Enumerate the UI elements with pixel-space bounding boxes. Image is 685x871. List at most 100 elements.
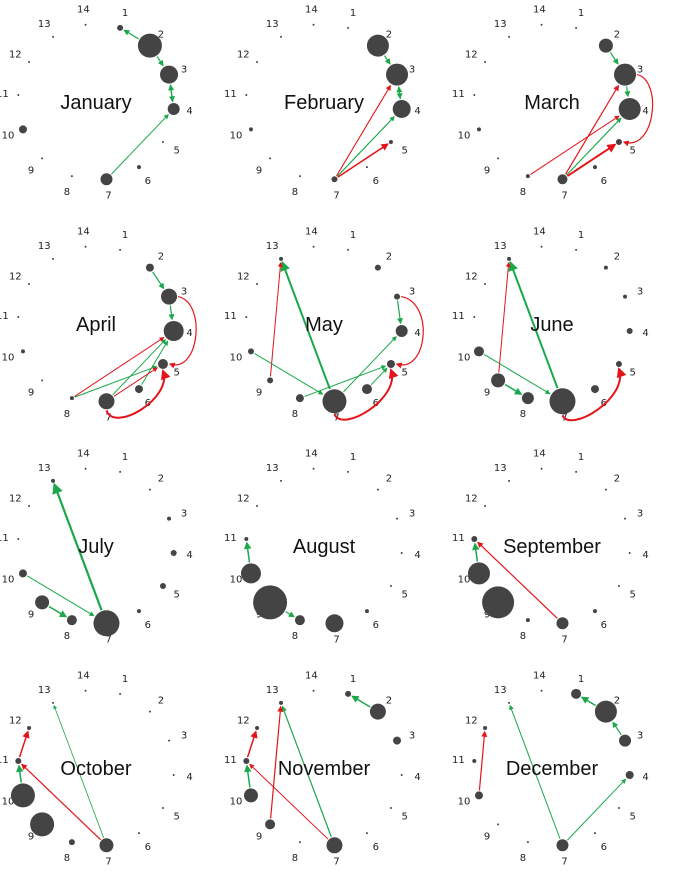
node-position-7 [99, 838, 114, 853]
position-label-10: 10 [2, 575, 15, 586]
month-title: June [530, 314, 573, 336]
green-transition-arrow [281, 705, 332, 838]
position-label-8: 8 [520, 187, 526, 198]
position-label-4: 4 [642, 772, 648, 783]
position-label-9: 9 [28, 387, 34, 398]
green-transition-arrow [48, 605, 68, 618]
node-position-4 [395, 324, 408, 337]
position-label-2: 2 [614, 696, 620, 707]
node-position-1 [345, 690, 352, 697]
green-transition-arrow [110, 114, 169, 175]
node-position-7 [93, 610, 120, 637]
position-label-12: 12 [9, 49, 22, 60]
node-position-3 [161, 288, 178, 305]
node-position-8 [68, 839, 75, 846]
node-position-8 [525, 618, 530, 623]
position-label-3: 3 [637, 64, 643, 75]
empty-position-dot [28, 60, 31, 63]
node-position-9 [265, 819, 276, 830]
empty-position-dot [484, 504, 487, 507]
green-transition-arrow [123, 29, 140, 40]
node-position-13 [279, 256, 284, 261]
node-position-10 [248, 127, 253, 132]
node-position-2 [374, 264, 381, 271]
empty-position-dot [119, 692, 122, 695]
node-position-2 [369, 703, 386, 720]
position-label-5: 5 [402, 812, 408, 823]
position-label-1: 1 [578, 674, 584, 685]
empty-position-dot [389, 807, 392, 810]
node-position-12 [483, 725, 488, 730]
empty-position-dot [376, 488, 379, 491]
red-transition-arrow [249, 763, 329, 840]
node-position-7 [322, 389, 347, 414]
position-label-12: 12 [237, 493, 250, 504]
empty-position-dot [624, 517, 627, 520]
position-label-2: 2 [386, 474, 392, 485]
position-label-1: 1 [350, 8, 356, 19]
month-title: August [293, 536, 356, 558]
position-label-14: 14 [305, 4, 318, 15]
green-transition-arrow [483, 354, 551, 395]
position-label-8: 8 [292, 631, 298, 642]
empty-position-dot [28, 504, 31, 507]
position-label-8: 8 [64, 409, 70, 420]
position-label-9: 9 [256, 387, 262, 398]
position-label-7: 7 [561, 857, 567, 868]
empty-position-dot [473, 316, 476, 319]
position-label-4: 4 [186, 328, 192, 339]
position-label-4: 4 [642, 550, 648, 561]
position-label-9: 9 [484, 165, 490, 176]
node-position-5 [388, 140, 393, 145]
empty-position-dot [575, 470, 578, 473]
empty-position-dot [269, 157, 272, 160]
green-transition-arrow [566, 778, 627, 841]
position-label-13: 13 [494, 463, 507, 474]
node-position-4 [392, 99, 411, 118]
empty-position-dot [148, 488, 151, 491]
green-transition-arrow [336, 116, 395, 177]
position-label-3: 3 [637, 730, 643, 741]
position-label-9: 9 [28, 609, 34, 620]
green-transition-arrow [285, 611, 295, 618]
position-label-6: 6 [145, 398, 151, 409]
position-label-2: 2 [614, 474, 620, 485]
position-label-3: 3 [181, 64, 187, 75]
red-transition-arrow [269, 261, 283, 377]
position-label-12: 12 [237, 715, 250, 726]
empty-position-dot [161, 141, 164, 144]
empty-position-dot [617, 807, 620, 810]
position-label-3: 3 [637, 286, 643, 297]
node-position-6 [592, 165, 597, 170]
position-label-12: 12 [9, 715, 22, 726]
empty-position-dot [396, 517, 399, 520]
position-label-1: 1 [122, 452, 128, 463]
node-position-4 [167, 102, 180, 115]
position-label-13: 13 [494, 241, 507, 252]
empty-position-dot [540, 467, 543, 470]
position-label-14: 14 [533, 4, 546, 15]
node-position-8 [521, 392, 534, 405]
node-position-7 [100, 173, 113, 186]
position-label-9: 9 [28, 165, 34, 176]
node-position-7 [98, 393, 115, 410]
node-position-8 [69, 396, 74, 401]
position-label-5: 5 [402, 590, 408, 601]
node-position-5 [386, 360, 395, 369]
node-position-7 [331, 176, 338, 183]
position-label-14: 14 [533, 226, 546, 237]
position-label-14: 14 [305, 448, 318, 459]
month-title: January [60, 92, 131, 114]
position-label-13: 13 [38, 19, 51, 30]
red-transition-arrow [565, 84, 619, 175]
node-position-2 [145, 263, 154, 272]
position-label-1: 1 [350, 674, 356, 685]
node-position-6 [364, 609, 369, 614]
empty-position-dot [256, 60, 259, 63]
node-position-10 [476, 127, 481, 132]
position-label-13: 13 [494, 19, 507, 30]
position-label-4: 4 [642, 328, 648, 339]
position-label-10: 10 [2, 797, 15, 808]
node-position-5 [159, 583, 166, 590]
